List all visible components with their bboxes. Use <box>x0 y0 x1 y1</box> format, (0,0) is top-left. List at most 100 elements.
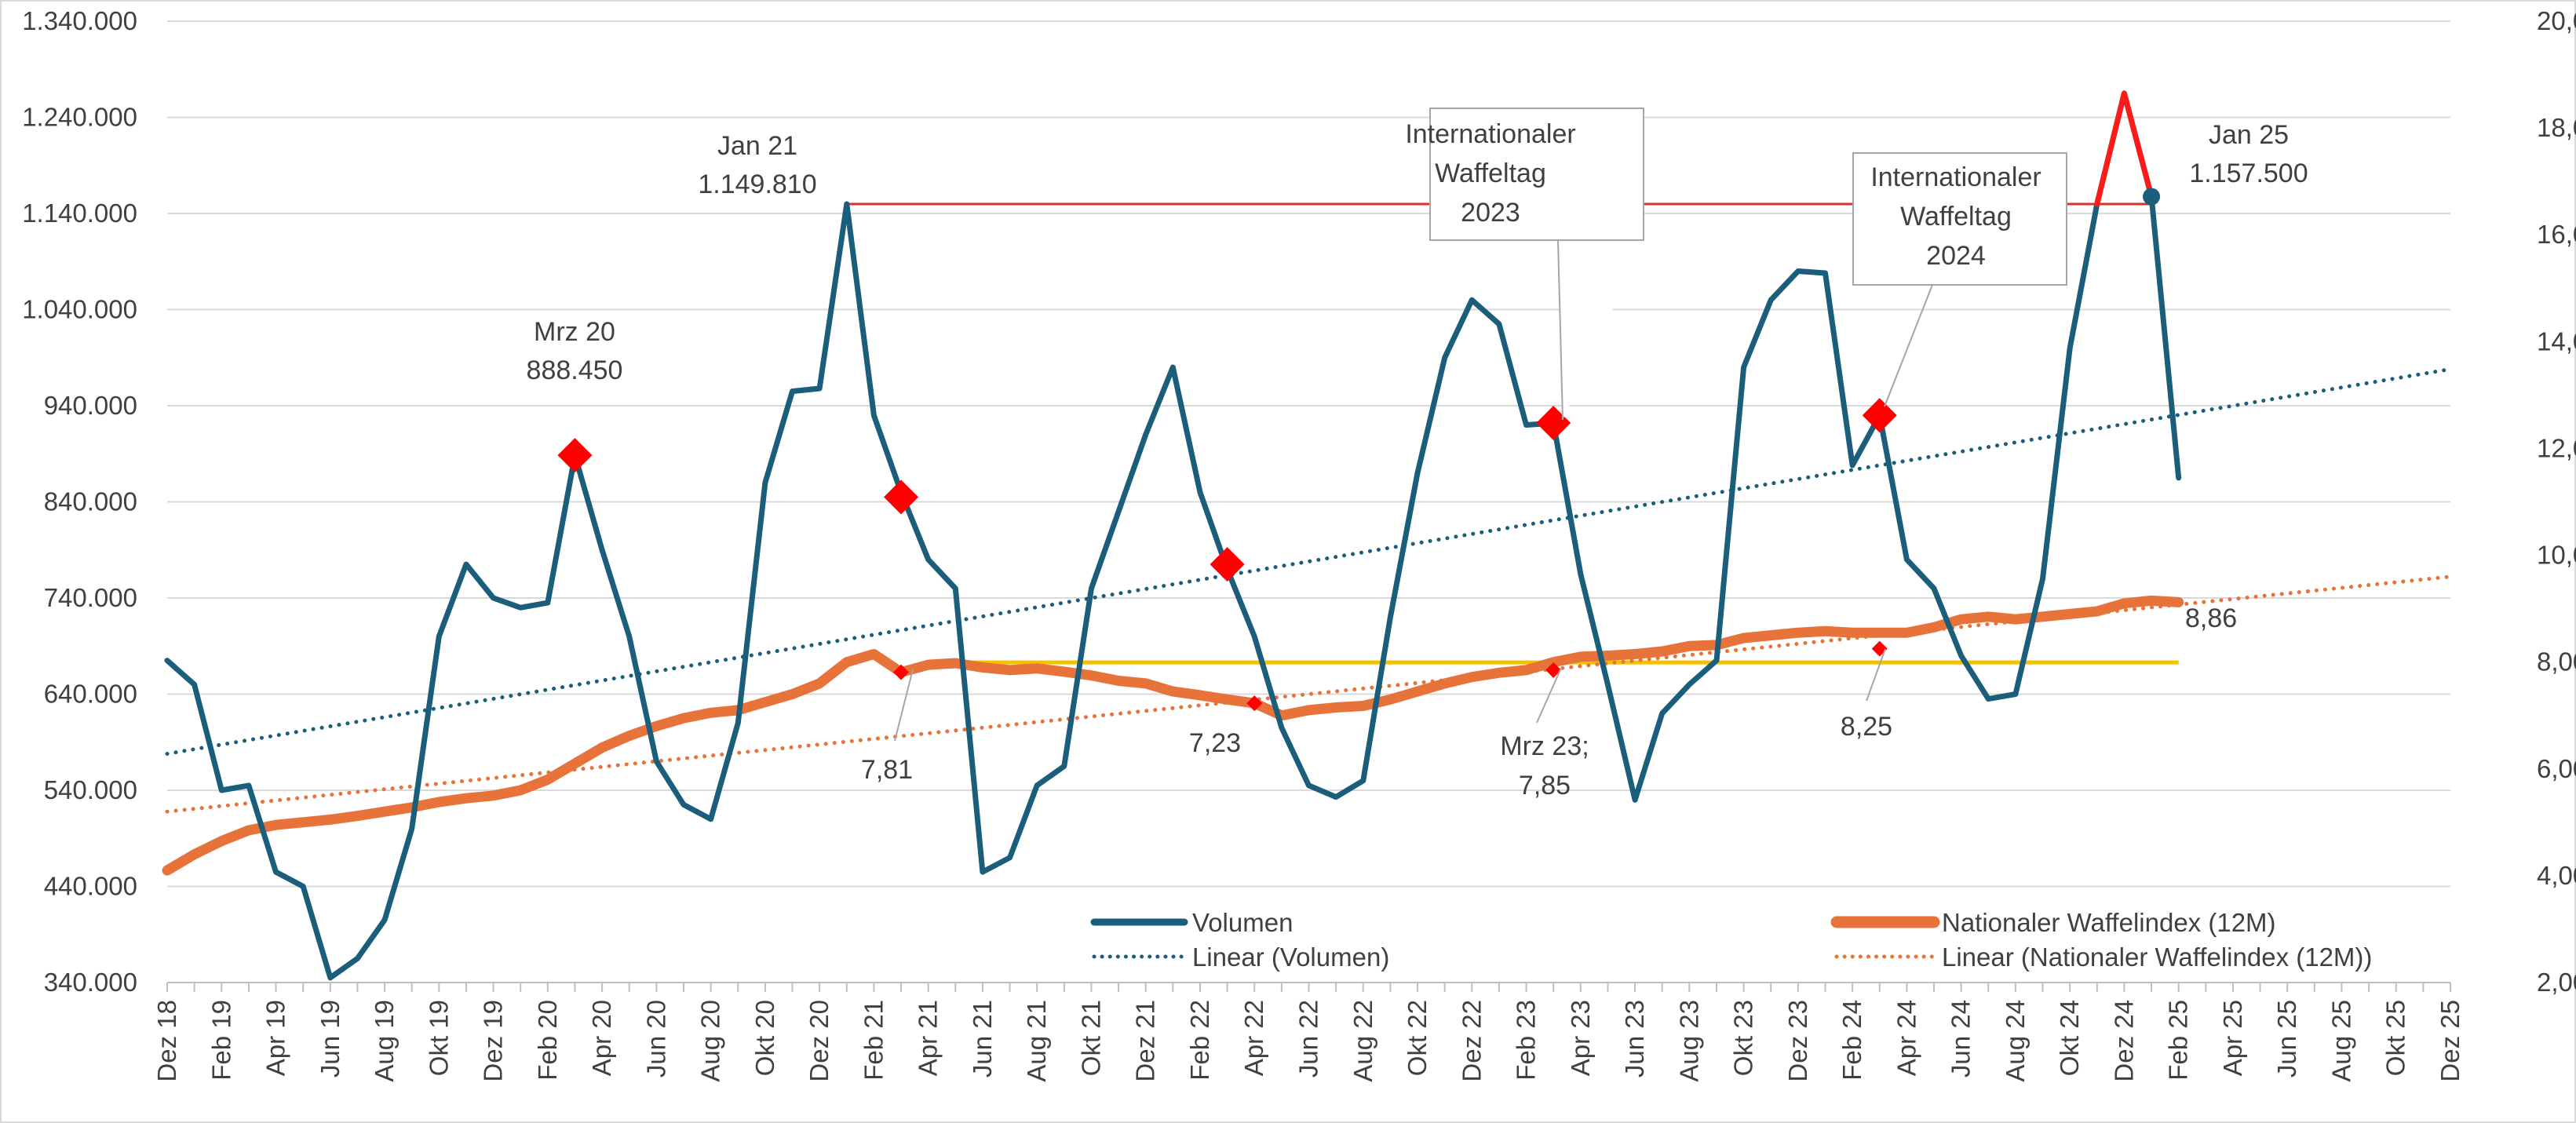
x-tick-label: Jun 24 <box>1947 1000 1976 1077</box>
x-tick-label: Apr 19 <box>261 1000 290 1076</box>
annotation-label: 7,23 <box>1189 728 1241 758</box>
x-axis: Dez 18 Feb 19 Apr 19 Jun 19 Aug 19 Okt 19 Dez … <box>152 982 2465 1082</box>
label-leader <box>1866 648 1886 702</box>
y-right-tick-label: 12,00 <box>2537 433 2576 462</box>
x-tick-label: Aug 19 <box>370 1000 399 1082</box>
x-tick-label: Aug 25 <box>2326 1000 2355 1082</box>
annotation-label: Internationaler <box>1870 162 2041 192</box>
annotation-label: Waffeltag <box>1435 159 1546 188</box>
x-tick-label: Feb 21 <box>859 1000 888 1081</box>
callout-box <box>1429 108 1644 241</box>
x-tick-label: Dez 19 <box>479 1000 508 1082</box>
callout-box <box>1852 152 2067 286</box>
annotation-label: 2023 <box>1461 198 1520 228</box>
annotation-label: Mrz 20 <box>534 317 615 347</box>
x-tick-label: Jun 20 <box>641 1000 670 1077</box>
x-tick-label: Jun 21 <box>968 1000 997 1077</box>
y-right-tick-label: 10,00 <box>2537 541 2576 570</box>
x-tick-label: Apr 21 <box>914 1000 943 1076</box>
y-left-tick-label: 540.000 <box>44 775 137 804</box>
annotation-label: 7,85 <box>1519 771 1571 800</box>
annotation-label: Internationaler <box>1405 119 1575 149</box>
line-volumen <box>164 90 2182 981</box>
line-peak-segment <box>2094 90 2155 207</box>
y-left-tick-label: 640.000 <box>44 680 137 709</box>
y-axis-left: 340.000 440.000 540.000 640.000 740.000 840.0… <box>22 6 137 997</box>
callout-leader <box>1884 284 1933 407</box>
y-left-tick-label: 840.000 <box>44 487 137 516</box>
line-waffelindex <box>162 595 2184 876</box>
x-tick-label: Feb 24 <box>1837 1000 1866 1081</box>
x-tick-label: Jun 22 <box>1294 1000 1323 1077</box>
data-point-dot <box>2143 188 2161 206</box>
x-tick-label: Okt 24 <box>2055 1000 2084 1076</box>
legend-label: Nationaler Waffelindex (12M) <box>1942 908 2276 937</box>
y-left-tick-label: 1.340.000 <box>22 6 137 35</box>
annotation-label: 888.450 <box>527 355 623 385</box>
x-tick-label: Jun 23 <box>1620 1000 1649 1077</box>
x-tick-label: Jun 19 <box>316 1000 345 1077</box>
y-right-tick-label: 4,00 <box>2537 861 2576 890</box>
marker-diamond-small <box>1545 662 1562 678</box>
y-right-tick-label: 2,00 <box>2537 968 2576 997</box>
annotation-label: 1.149.810 <box>698 170 816 199</box>
y-left-tick-label: 1.140.000 <box>22 199 137 228</box>
x-tick-label: Dez 18 <box>152 1000 181 1082</box>
label-leader <box>894 669 914 742</box>
marker-diamond-large <box>884 479 919 515</box>
annotation-label: 8,25 <box>1841 712 1892 742</box>
x-tick-label: Okt 23 <box>1729 1000 1758 1076</box>
x-tick-label: Apr 22 <box>1239 1000 1268 1076</box>
annotation-label: 8,86 <box>2185 603 2237 633</box>
label-leader <box>1536 665 1563 724</box>
annotation-label: Waffeltag <box>1900 202 2012 232</box>
x-tick-label: Okt 20 <box>750 1000 779 1076</box>
y-left-tick-label: 940.000 <box>44 391 137 420</box>
marker-diamond-large <box>1862 398 1897 433</box>
marker-diamond-large <box>1210 547 1245 582</box>
x-tick-label: Dez 21 <box>1131 1000 1160 1082</box>
annotation-label: Jan 21 <box>717 131 797 161</box>
y-left-tick-label: 1.240.000 <box>22 103 137 132</box>
x-tick-label: Okt 22 <box>1403 1000 1432 1076</box>
annotations: Jan 21 1.149.810 Mrz 20 888.450 Jan 25 1.157.… <box>527 108 2308 800</box>
legend: Volumen Nationaler Waffelindex (12M) Linea… <box>1090 908 2372 972</box>
x-tick-label: Apr 20 <box>587 1000 616 1076</box>
x-tick-label: Dez 22 <box>1457 1000 1486 1082</box>
annotation-label: 7,81 <box>861 755 913 785</box>
y-left-tick-label: 340.000 <box>44 968 137 997</box>
marker-diamond-large <box>557 438 593 473</box>
annotation-label: Mrz 23; <box>1500 731 1589 761</box>
trend-line-waffelindex <box>165 574 2453 814</box>
x-tick-label: Aug 20 <box>696 1000 725 1082</box>
x-tick-label: Aug 23 <box>1674 1000 1703 1082</box>
x-tick-label: Apr 23 <box>1566 1000 1595 1076</box>
marker-diamond-small <box>893 664 910 680</box>
x-tick-label: Dez 23 <box>1783 1000 1812 1082</box>
y-axis-right: 2,00 4,00 6,00 8,00 10,00 12,00 14,00 16,00 18,0… <box>2537 6 2576 997</box>
annotation-label: Jan 25 <box>2209 120 2289 150</box>
annotation-label: 1.157.500 <box>2189 159 2308 188</box>
x-tick-label: Okt 25 <box>2381 1000 2410 1076</box>
y-right-tick-label: 18,00 <box>2537 113 2576 142</box>
x-tick-label: Dez 24 <box>2109 1000 2138 1082</box>
x-tick-label: Okt 19 <box>424 1000 453 1076</box>
y-right-tick-label: 16,00 <box>2537 220 2576 249</box>
x-tick-label: Aug 21 <box>1022 1000 1051 1082</box>
x-tick-label: Feb 19 <box>206 1000 235 1081</box>
x-tick-label: Aug 24 <box>2001 1000 2030 1082</box>
x-tick-label: Dez 20 <box>805 1000 834 1082</box>
x-tick-label: Feb 22 <box>1185 1000 1214 1081</box>
x-tick-label: Apr 24 <box>1892 1000 1921 1076</box>
trend-line-volumen <box>165 366 2453 756</box>
x-tick-label: Feb 23 <box>1512 1000 1541 1081</box>
y-left-tick-label: 740.000 <box>44 583 137 612</box>
x-tick-label: Dez 25 <box>2436 1000 2465 1082</box>
y-right-tick-label: 8,00 <box>2537 647 2576 676</box>
y-left-tick-label: 440.000 <box>44 872 137 901</box>
y-right-tick-label: 20,00 <box>2537 6 2576 35</box>
y-left-tick-label: 1.040.000 <box>22 295 137 324</box>
x-tick-label: Okt 21 <box>1076 1000 1105 1076</box>
